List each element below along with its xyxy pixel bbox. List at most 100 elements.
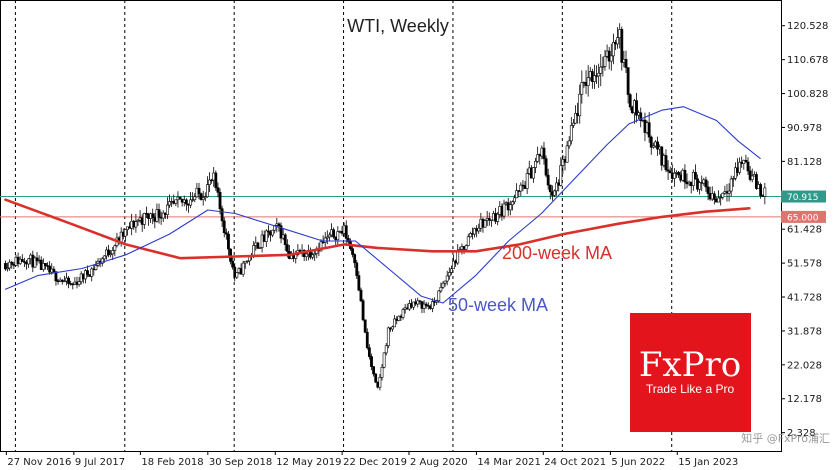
- candle-body: [553, 190, 556, 196]
- y-tick-label: 2.328: [787, 428, 816, 439]
- price-levels: [0, 196, 781, 218]
- y-tick-label: 100.828: [787, 89, 828, 100]
- candle-body: [464, 245, 468, 250]
- candle-body: [578, 93, 582, 117]
- candle-body: [511, 201, 514, 206]
- y-tick-label: 12.178: [787, 394, 822, 405]
- candle-body: [380, 366, 384, 378]
- candle-body: [477, 227, 481, 232]
- candle-body: [712, 193, 716, 200]
- candle-body: [197, 187, 201, 194]
- candle-body: [109, 253, 113, 256]
- candle-body: [647, 122, 651, 138]
- candle-body: [609, 55, 613, 62]
- candle-body: [323, 237, 327, 243]
- candle-body: [677, 172, 681, 176]
- candle-body: [750, 175, 754, 180]
- logo-tagline: Trade Like a Pro: [646, 382, 735, 396]
- candle-body: [424, 303, 428, 306]
- y-tick-label: 61.428: [787, 225, 822, 236]
- candle-body: [367, 347, 371, 357]
- candle-body: [515, 190, 519, 199]
- candle-body: [439, 287, 443, 292]
- candle-body: [243, 260, 247, 264]
- y-tick-label: 90.978: [787, 123, 822, 134]
- candle-body: [601, 66, 605, 68]
- candle-body: [431, 301, 434, 309]
- candle-body: [616, 37, 619, 45]
- candle-body: [416, 300, 420, 305]
- y-tick-label: 81.128: [787, 157, 822, 168]
- candle-body: [294, 254, 298, 259]
- x-tick-label: 24 Oct 2021: [544, 457, 606, 468]
- ma50-label: 50-week MA: [448, 295, 548, 315]
- candle-body: [134, 221, 138, 228]
- candle-body: [4, 263, 7, 270]
- candle-body: [382, 352, 386, 368]
- candle-body: [672, 172, 676, 179]
- candle-body: [206, 184, 209, 198]
- candle-body: [54, 271, 58, 282]
- candle-body: [363, 319, 367, 333]
- candle-body: [100, 258, 104, 264]
- candle-body: [513, 197, 516, 203]
- candle-body: [264, 230, 268, 242]
- candle-body: [441, 282, 445, 288]
- candle-body: [277, 223, 281, 227]
- candle-body: [67, 277, 70, 284]
- candle-body: [635, 100, 638, 116]
- candle-body: [359, 289, 363, 302]
- x-tick-label: 27 Nov 2016: [7, 457, 71, 468]
- candle-body: [332, 229, 336, 238]
- candle-body: [412, 301, 415, 308]
- candle-body: [597, 72, 601, 77]
- candle-body: [311, 254, 314, 258]
- candle-body: [193, 196, 197, 200]
- candle-body: [203, 196, 207, 199]
- candle-body: [603, 55, 607, 67]
- candle-body: [447, 272, 451, 277]
- candle-body: [727, 190, 731, 194]
- candle-body: [365, 331, 369, 349]
- candle-body: [502, 203, 506, 217]
- candle-body: [245, 260, 249, 262]
- candle-body: [628, 94, 632, 108]
- candle-body: [136, 220, 140, 222]
- candle-body: [191, 199, 195, 201]
- candle-body: [35, 257, 39, 262]
- candle-body: [23, 261, 26, 263]
- candle-body: [731, 178, 735, 180]
- chart-title: WTI, Weekly: [347, 16, 449, 36]
- candle-body: [218, 192, 222, 210]
- candle-body: [729, 178, 733, 192]
- candle-body: [227, 233, 230, 250]
- candle-body: [283, 234, 287, 245]
- y-tick-label: 110.678: [787, 55, 828, 66]
- candle-body: [357, 275, 361, 291]
- ma200-label: 200-week MA: [502, 243, 612, 263]
- candle-body: [178, 196, 182, 200]
- candle-body: [384, 345, 388, 354]
- candle-body: [166, 204, 169, 215]
- candle-body: [508, 204, 512, 211]
- candle-body: [443, 280, 447, 284]
- candle-body: [738, 161, 742, 173]
- candle-body: [233, 266, 237, 278]
- fxpro-logo: FxPro Trade Like a Pro: [630, 313, 751, 432]
- candle-body: [328, 234, 331, 238]
- candle-body: [532, 167, 535, 179]
- candle-body: [216, 187, 220, 193]
- candle-body: [649, 136, 653, 148]
- level-badge-label: 70.915: [787, 193, 819, 203]
- candle-body: [355, 262, 359, 276]
- candle-body: [542, 147, 546, 159]
- candle-body: [580, 82, 584, 95]
- candle-body: [174, 199, 178, 204]
- candle-body: [319, 241, 323, 252]
- candle-body: [256, 242, 260, 249]
- candle-body: [224, 232, 228, 235]
- candle-body: [391, 326, 394, 330]
- candle-body: [241, 262, 245, 275]
- x-tick-label: 14 Mar 2021: [477, 457, 540, 468]
